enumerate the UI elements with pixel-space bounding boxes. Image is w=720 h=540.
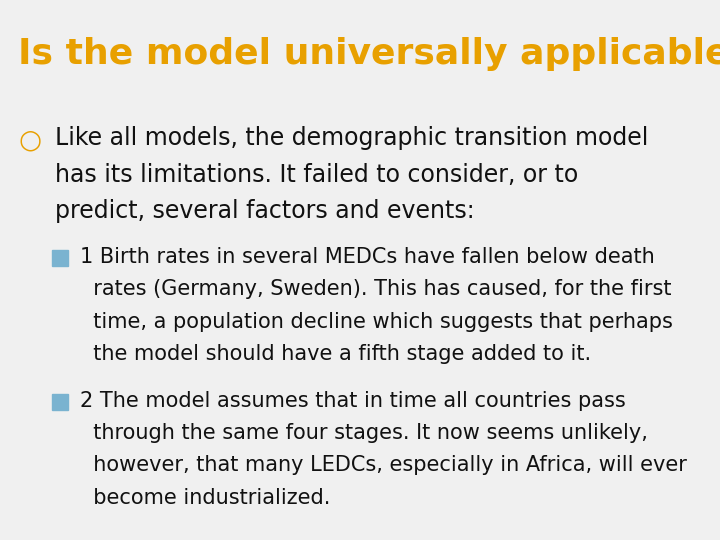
- Bar: [52, 250, 68, 266]
- Text: predict, several factors and events:: predict, several factors and events:: [55, 199, 474, 223]
- Text: through the same four stages. It now seems unlikely,: through the same four stages. It now see…: [80, 423, 648, 443]
- Text: Like all models, the demographic transition model: Like all models, the demographic transit…: [55, 126, 649, 150]
- Text: rates (Germany, Sweden). This has caused, for the first: rates (Germany, Sweden). This has caused…: [80, 279, 672, 299]
- Text: however, that many LEDCs, especially in Africa, will ever: however, that many LEDCs, especially in …: [80, 455, 687, 475]
- Text: 2 The model assumes that in time all countries pass: 2 The model assumes that in time all cou…: [80, 391, 626, 411]
- Text: has its limitations. It failed to consider, or to: has its limitations. It failed to consid…: [55, 163, 578, 187]
- Bar: [52, 394, 68, 409]
- Text: 1 Birth rates in several MEDCs have fallen below death: 1 Birth rates in several MEDCs have fall…: [80, 247, 654, 267]
- Text: ○: ○: [18, 127, 41, 153]
- Text: Is the model universally applicable?: Is the model universally applicable?: [18, 37, 720, 71]
- Text: the model should have a fifth stage added to it.: the model should have a fifth stage adde…: [80, 344, 591, 364]
- Text: time, a population decline which suggests that perhaps: time, a population decline which suggest…: [80, 312, 673, 332]
- Text: become industrialized.: become industrialized.: [80, 488, 330, 508]
